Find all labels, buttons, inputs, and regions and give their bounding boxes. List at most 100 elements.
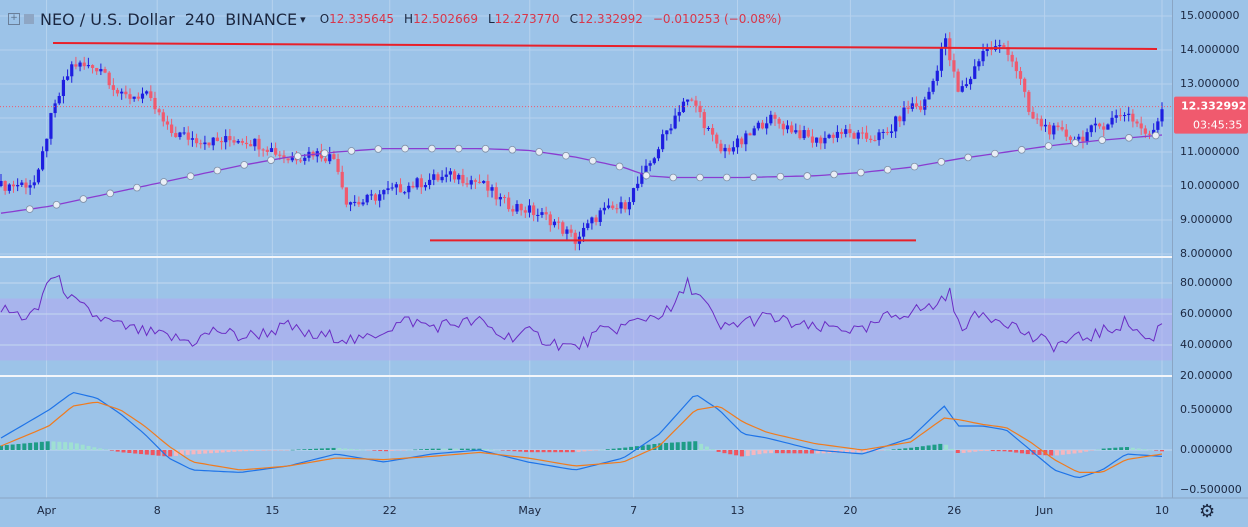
candle-body: [32, 182, 36, 186]
sma-marker: [696, 173, 704, 182]
sma-marker: [106, 189, 114, 198]
chart-legend: + NEO / U.S. Dollar 240 BINANCE ▾ O 12.33…: [8, 9, 782, 29]
rsi-tick-label: 80.00000: [1180, 276, 1233, 289]
close-label: C: [569, 12, 578, 26]
candle-body: [28, 185, 32, 188]
chevron-down-icon[interactable]: ▾: [300, 12, 306, 26]
candle-body: [1068, 136, 1073, 140]
histogram-bar: [319, 448, 324, 450]
candle-body: [902, 107, 906, 122]
histogram-bar: [349, 448, 354, 450]
sma-marker: [723, 173, 731, 182]
histogram-bar: [728, 450, 733, 455]
histogram-bar: [914, 446, 919, 450]
candle-body: [45, 138, 49, 152]
histogram-bar: [174, 450, 179, 456]
candle-body: [573, 232, 577, 244]
candle-body: [1122, 115, 1127, 117]
candle-body: [353, 201, 357, 203]
candle-body: [461, 174, 465, 184]
candle-body: [1064, 129, 1068, 137]
interval-label[interactable]: 240: [184, 9, 216, 29]
histogram-bar: [500, 450, 505, 451]
histogram-bar: [699, 443, 704, 450]
histogram-bar: [296, 449, 301, 451]
candle-body: [944, 38, 948, 48]
histogram-bar: [1066, 450, 1071, 455]
histogram-bar: [343, 448, 348, 450]
histogram-bar: [459, 448, 464, 450]
histogram-bar: [944, 444, 949, 450]
pane-separator[interactable]: [0, 256, 1172, 258]
candle-body: [727, 147, 731, 152]
candle-body: [1160, 109, 1164, 122]
histogram-bar: [0, 445, 3, 450]
candle-body: [527, 205, 532, 213]
candle-body: [860, 132, 864, 134]
time-tick-label: 7: [630, 504, 637, 517]
candle-body: [253, 138, 257, 147]
histogram-bar: [127, 450, 132, 453]
candle-body: [95, 67, 99, 72]
gear-icon[interactable]: ⚙: [1199, 501, 1216, 522]
candle-body: [477, 181, 482, 183]
histogram-bar: [576, 450, 581, 452]
candle-body: [532, 205, 536, 216]
candle-body: [1056, 125, 1060, 128]
histogram-bar: [629, 446, 634, 450]
candle-body: [103, 69, 107, 73]
histogram-bar: [436, 448, 441, 450]
histogram-bar: [1124, 447, 1129, 450]
candle-body: [436, 174, 440, 181]
candle-body: [286, 158, 290, 161]
histogram-bar: [1101, 448, 1106, 450]
histogram-bar: [98, 448, 103, 450]
sma-marker: [642, 171, 651, 180]
histogram-bar: [191, 450, 196, 455]
grid-lines: [0, 0, 1172, 498]
histogram-bar: [74, 443, 79, 450]
candle-body: [794, 130, 798, 133]
time-tick-label: May: [518, 504, 541, 517]
histogram-bar: [273, 450, 278, 451]
exchange-label[interactable]: BINANCE: [225, 9, 298, 29]
histogram-bar: [809, 450, 814, 454]
candle-body: [760, 122, 765, 129]
histogram-bar: [133, 450, 138, 454]
candle-body: [802, 130, 806, 139]
histogram-bar: [658, 443, 663, 450]
candle-body: [511, 209, 515, 212]
histogram-bar: [226, 450, 231, 453]
sma-marker: [213, 166, 222, 175]
sma-marker: [749, 173, 758, 182]
symbol-name[interactable]: NEO / U.S. Dollar: [40, 9, 175, 29]
histogram-bar: [238, 450, 243, 452]
time-tick-label: 22: [383, 504, 397, 517]
histogram-bar: [51, 441, 56, 450]
low-value: 12.273770: [494, 12, 560, 26]
histogram-bar: [862, 450, 867, 453]
signal-line: [0, 401, 1163, 473]
histogram-bar: [424, 448, 429, 450]
histogram-bar: [92, 447, 97, 450]
histogram-bar: [1107, 448, 1112, 450]
sma-marker: [294, 152, 302, 160]
histogram-bar: [360, 449, 365, 451]
candle-body: [398, 184, 403, 193]
sma-marker: [964, 153, 972, 162]
histogram-bar: [850, 450, 855, 453]
pane-separator[interactable]: [0, 375, 1172, 377]
candle-body: [82, 62, 86, 67]
time-tick-label: Jun: [1035, 504, 1053, 517]
expand-icon[interactable]: +: [8, 13, 20, 25]
candle-body: [1035, 118, 1039, 120]
candle-body: [948, 38, 952, 61]
candle-body: [960, 86, 964, 92]
candle-body: [70, 64, 74, 77]
candle-body: [348, 202, 353, 205]
candle-body: [136, 96, 140, 99]
histogram-bar: [792, 450, 797, 454]
histogram-bar: [704, 446, 709, 450]
histogram-bar: [745, 450, 750, 456]
candle-body: [561, 222, 565, 234]
